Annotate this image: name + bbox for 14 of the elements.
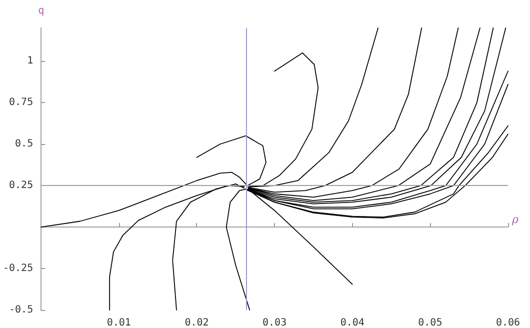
y-tick-label: -0.5 bbox=[9, 304, 34, 316]
x-tick-label: 0.06 bbox=[496, 318, 520, 328]
y-tick-label: 0.25 bbox=[9, 180, 34, 192]
y-tick-label: 0.75 bbox=[9, 97, 34, 108]
x-tick-label: 0.05 bbox=[418, 318, 442, 328]
x-tick-label: 0.02 bbox=[184, 318, 209, 328]
y-tick-label: -0.25 bbox=[2, 263, 34, 274]
y-axis-title: q bbox=[38, 6, 44, 16]
x-axis-title: ρ bbox=[511, 213, 519, 226]
x-tick-label: 0.01 bbox=[106, 318, 131, 328]
y-tick-label: 1 bbox=[27, 56, 34, 67]
x-tick-label: 0.04 bbox=[340, 318, 364, 328]
y-tick-label: 0.5 bbox=[15, 138, 34, 150]
x-tick-label: 0.03 bbox=[262, 318, 287, 328]
